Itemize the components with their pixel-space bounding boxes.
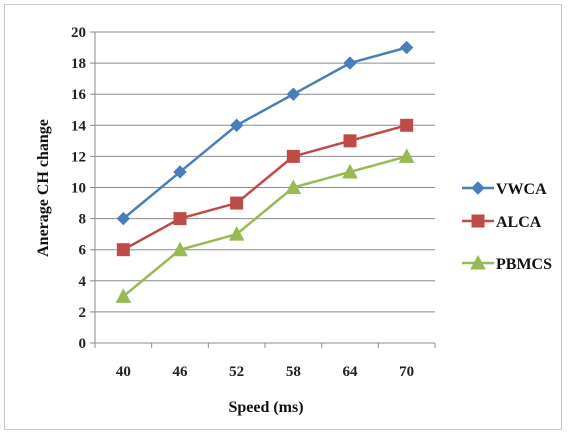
- legend-marker-vwca: [471, 181, 485, 195]
- legend-label-vwca: VWCA: [496, 181, 547, 198]
- y-tick-label: 10: [71, 181, 86, 197]
- x-tick-label: 64: [343, 364, 359, 380]
- data-point-alca: [400, 118, 414, 132]
- data-point-vwca: [286, 87, 301, 101]
- y-tick-label: 12: [71, 149, 86, 165]
- y-tick-label: 18: [71, 56, 86, 72]
- legend-item-alca: ALCA: [462, 214, 542, 231]
- data-point-alca: [173, 212, 187, 226]
- y-tick-label: 8: [79, 212, 87, 228]
- data-point-vwca: [343, 56, 357, 70]
- x-axis-title: Speed (ms): [228, 399, 303, 416]
- series-pbmcs: [115, 148, 415, 303]
- data-point-vwca: [116, 211, 131, 226]
- x-tick-label: 70: [399, 364, 414, 380]
- data-point-vwca: [173, 165, 187, 179]
- data-point-pbmcs: [228, 226, 245, 241]
- gridlines: [95, 31, 435, 313]
- series-line-alca: [122, 124, 407, 251]
- data-point-pbmcs: [285, 179, 302, 194]
- data-point-alca: [116, 243, 130, 257]
- data-point-alca: [230, 196, 244, 210]
- data-point-vwca: [229, 118, 244, 133]
- legend: VWCA ALCA PBMCS: [462, 181, 552, 273]
- y-tick-label: 0: [79, 336, 87, 352]
- chart-frame: [4, 4, 562, 430]
- data-point-pbmcs: [115, 288, 132, 303]
- x-tick-label: 52: [229, 364, 244, 380]
- axes: [90, 31, 436, 348]
- data-point-pbmcs: [342, 163, 358, 179]
- x-tick-label: 46: [173, 364, 189, 380]
- y-tick-label: 16: [71, 87, 87, 103]
- legend-marker-pbmcs: [470, 254, 486, 270]
- legend-item-vwca: VWCA: [462, 181, 547, 198]
- series-lines: [115, 40, 415, 303]
- y-axis-title: Anerage CH change: [35, 119, 52, 257]
- y-tick-label: 4: [79, 274, 87, 290]
- data-point-pbmcs: [172, 241, 188, 257]
- x-tick-label: 40: [116, 364, 131, 380]
- series-vwca: [116, 40, 414, 226]
- legend-label-pbmcs: PBMCS: [496, 256, 552, 273]
- data-point-pbmcs: [398, 148, 415, 163]
- y-tick-label: 2: [79, 305, 87, 321]
- series-alca: [116, 118, 414, 257]
- y-tick-label: 6: [79, 243, 87, 259]
- data-point-vwca: [399, 40, 414, 55]
- legend-item-pbmcs: PBMCS: [462, 254, 552, 273]
- series-line-pbmcs: [122, 155, 407, 298]
- data-point-alca: [343, 134, 357, 148]
- y-tick-label: 20: [71, 25, 86, 41]
- series-line-vwca: [122, 46, 407, 220]
- legend-marker-alca: [471, 214, 485, 228]
- data-point-alca: [286, 149, 300, 163]
- x-tick-label: 58: [286, 364, 301, 380]
- y-tick-label: 14: [71, 118, 87, 134]
- legend-label-alca: ALCA: [496, 214, 542, 231]
